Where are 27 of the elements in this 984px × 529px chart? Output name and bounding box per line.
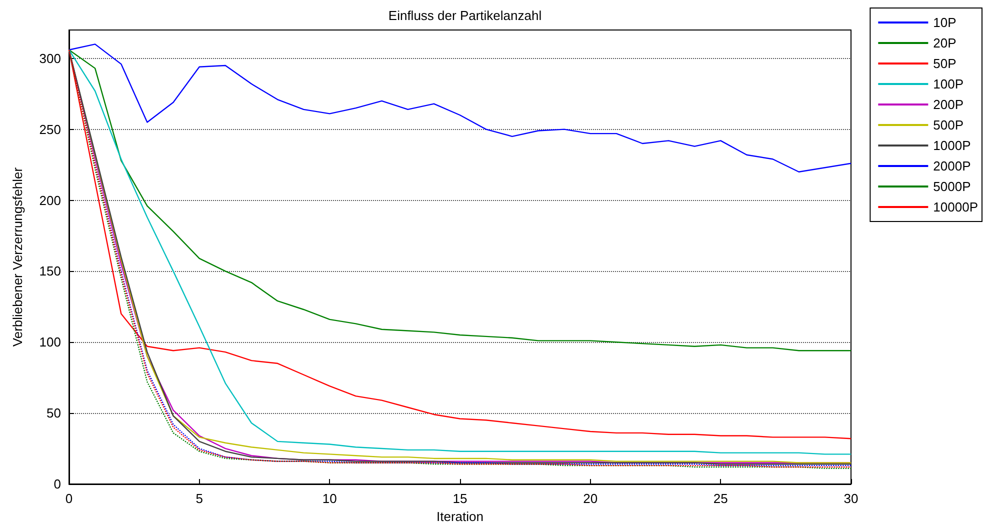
y-axis-title: Verbliebener Verzerrungsfehler	[10, 166, 25, 347]
y-tick-label: 50	[46, 406, 61, 421]
legend-label: 500P	[933, 118, 964, 132]
legend-label: 20P	[933, 36, 956, 50]
legend-label: 100P	[933, 76, 964, 92]
x-tick-label: 30	[844, 491, 858, 506]
x-tick-label: 5	[196, 491, 203, 506]
x-axis-title: Iteration	[436, 508, 484, 524]
chart-title: Einfluss der Partikelanzahl	[388, 8, 542, 23]
x-tick-label: 0	[65, 491, 73, 506]
legend-label: 10000P	[933, 200, 978, 214]
legend-label: 5000P	[933, 179, 971, 194]
x-tick-label: 10	[322, 491, 337, 506]
legend-label: 50P	[933, 56, 956, 71]
y-tick-label: 100	[39, 334, 61, 350]
x-tick-label: 20	[583, 491, 598, 506]
y-tick-label: 150	[39, 264, 61, 279]
y-tick-label: 300	[39, 50, 61, 66]
legend-label: 10P	[933, 15, 956, 30]
legend-label: 1000P	[933, 138, 971, 153]
x-tick-label: 15	[452, 491, 468, 506]
x-tick-label: 25	[713, 491, 728, 506]
y-tick-label: 0	[54, 476, 61, 492]
legend-label: 2000P	[933, 158, 971, 174]
y-tick-label: 200	[39, 192, 61, 208]
legend-label: 200P	[933, 97, 964, 112]
y-tick-label: 250	[39, 122, 61, 137]
